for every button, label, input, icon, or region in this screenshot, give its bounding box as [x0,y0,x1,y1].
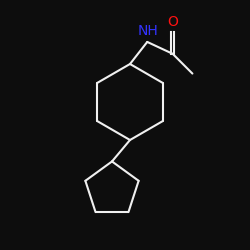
Text: NH: NH [138,24,158,38]
Text: O: O [167,15,178,29]
